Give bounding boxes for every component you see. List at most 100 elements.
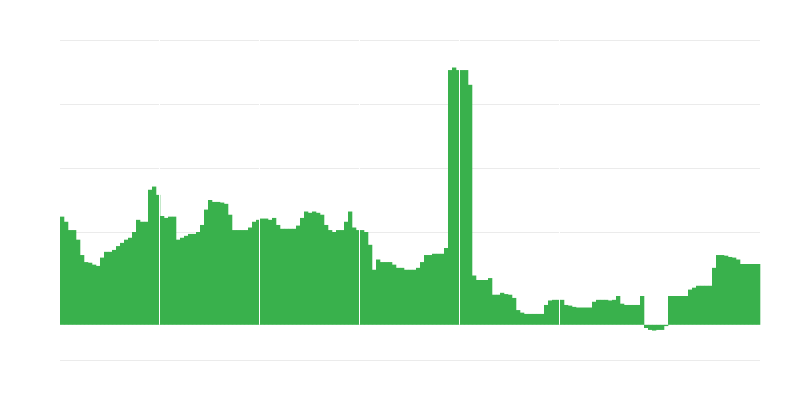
bar-93 [432,253,437,325]
bar-103 [472,275,477,325]
separators [159,40,560,325]
bar-119 [536,313,541,325]
bar-39 [216,201,221,325]
bar-127 [568,305,573,325]
bar-104 [476,280,481,325]
bar-88 [412,269,417,325]
bar-153 [672,296,677,325]
bars [60,67,761,331]
bar-113 [512,297,517,325]
bar-26 [164,217,169,325]
bar-126 [564,304,569,325]
bar-164 [716,255,721,325]
bar-102 [468,84,473,325]
bar-97 [448,70,453,325]
bar-99 [456,70,461,325]
bar-109 [496,294,501,325]
bar-35 [200,224,205,325]
bar-22 [148,189,153,325]
bar-27 [168,216,173,325]
bar-18 [132,232,137,325]
bar-87 [408,269,413,325]
bar-159 [696,285,701,325]
bar-24 [156,194,161,325]
bar-33 [192,233,197,325]
bar-9 [96,265,101,325]
bar-31 [184,235,189,325]
bar-111 [504,294,509,325]
bar-106 [484,280,489,325]
bar-8 [92,264,97,325]
bar-25 [160,216,165,325]
bar-170 [740,264,745,325]
bar-0 [60,216,65,325]
bar-41 [224,203,229,325]
bar-148 [652,324,657,331]
bar-134 [596,299,601,325]
bar-129 [576,307,581,325]
bar-56 [284,228,289,325]
bar-3 [72,230,77,325]
bar-61 [304,211,309,325]
bar-11 [104,251,109,325]
bar-86 [404,269,409,325]
bar-48 [252,221,257,325]
bar-54 [276,224,281,325]
bar-34 [196,232,201,325]
bar-141 [624,304,629,325]
bar-150 [660,324,665,330]
bar-43 [232,230,237,325]
bar-53 [272,217,277,325]
bar-65 [320,214,325,325]
bar-138 [612,299,617,325]
bar-45 [240,230,245,325]
bar-1 [64,221,69,325]
bar-77 [368,244,373,325]
bar-79 [376,259,381,325]
bar-151 [664,324,669,327]
bar-168 [732,257,737,325]
bar-117 [528,313,533,325]
bar-15 [120,242,125,325]
bar-154 [676,296,681,325]
bar-169 [736,259,741,325]
bar-46 [244,230,249,325]
bar-131 [584,307,589,325]
bar-14 [116,246,121,325]
bar-124 [556,299,561,325]
bar-94 [436,253,441,325]
bar-19 [136,219,141,325]
bar-2 [68,230,73,325]
bar-80 [380,262,385,325]
bar-17 [128,237,133,325]
bar-55 [280,228,285,325]
bar-51 [264,218,269,325]
bar-156 [684,296,689,325]
bar-57 [288,228,293,325]
bar-72 [348,211,353,325]
bar-73 [352,227,357,325]
bar-145 [640,296,645,325]
bar-42 [228,214,233,325]
bar-67 [328,230,333,325]
bar-144 [636,304,641,325]
bar-21 [144,221,149,325]
bar-147 [648,324,653,330]
bar-174 [756,264,761,325]
bar-130 [580,307,585,325]
bar-16 [124,239,129,325]
bar-62 [308,212,313,325]
bar-92 [428,255,433,325]
bar-44 [236,230,241,325]
bar-142 [628,304,633,325]
bar-133 [592,301,597,325]
bar-7 [88,262,93,325]
bar-36 [204,209,209,325]
bar-96 [444,248,449,325]
bar-166 [724,255,729,325]
bar-52 [268,219,273,325]
bar-20 [140,221,145,325]
bar-4 [76,239,81,325]
bar-49 [256,219,261,325]
